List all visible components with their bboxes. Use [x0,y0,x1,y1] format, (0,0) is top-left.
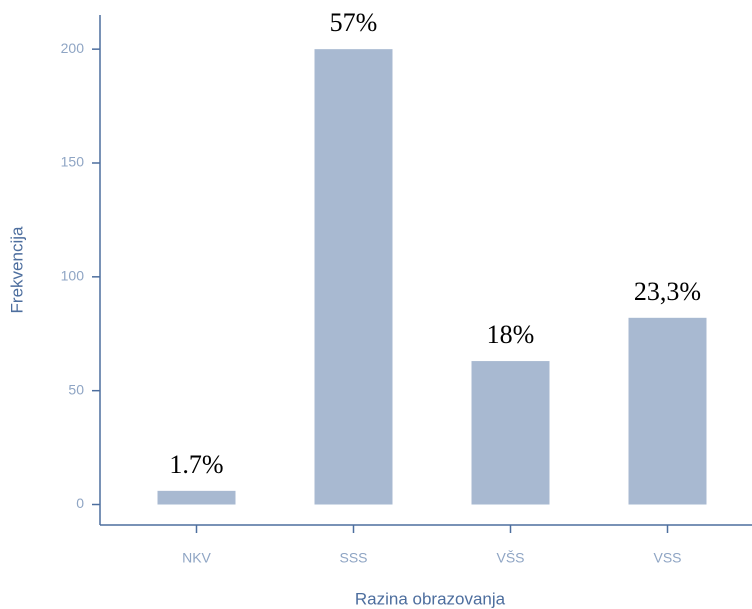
x-axis-title: Razina obrazovanja [355,589,506,608]
x-tick-label: VŠS [496,550,524,566]
bar [471,361,550,505]
percentage-label: 57% [330,8,378,37]
x-tick-label: SSS [339,550,367,566]
y-tick-label: 100 [61,268,85,284]
y-tick-label: 50 [68,381,84,397]
y-tick-label: 150 [61,154,85,170]
percentage-label: 18% [487,320,535,349]
y-tick-label: 200 [61,40,85,56]
y-axis-title: Frekvencija [7,226,26,313]
bar [157,490,236,505]
bar [628,317,707,505]
percentage-label: 1.7% [169,450,223,479]
x-tick-label: NKV [182,550,211,566]
percentage-label: 23,3% [634,277,701,306]
x-tick-label: VSS [653,550,681,566]
bar [314,49,393,505]
y-tick-label: 0 [76,495,84,511]
